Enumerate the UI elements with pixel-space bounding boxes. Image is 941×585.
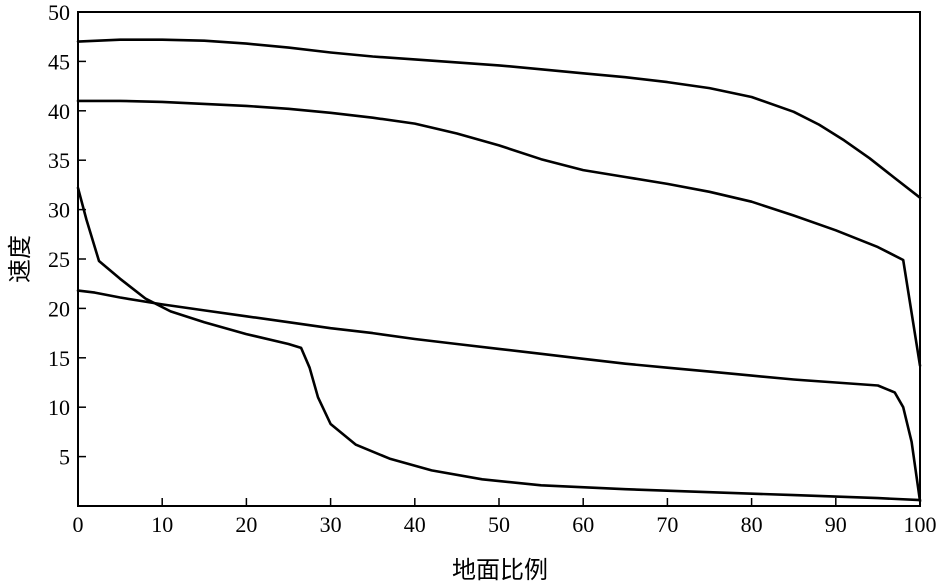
y-tick-label: 35	[48, 148, 70, 173]
x-tick-label: 100	[904, 512, 937, 537]
series-line-4	[76, 186, 922, 502]
y-tick-label: 30	[48, 198, 70, 223]
y-tick-label: 20	[48, 296, 70, 321]
data-lines	[76, 38, 922, 503]
axis-tick-labels: 0 10 20 30 40 50 60 70 80 90 100 5 10 15 20 25 30 35 40 45 5…	[48, 0, 937, 537]
y-tick-label: 15	[48, 346, 70, 371]
y-tick-label: 10	[48, 395, 70, 420]
plot-area-frame	[77, 11, 921, 507]
x-tick-label: 60	[572, 512, 594, 537]
x-tick-label: 40	[404, 512, 426, 537]
x-tick-label: 10	[151, 512, 173, 537]
y-axis-title: 速度	[6, 235, 34, 283]
y-tick-label: 5	[59, 445, 70, 470]
y-tick-label: 40	[48, 99, 70, 124]
series-line-3	[76, 289, 922, 503]
x-tick-label: 90	[825, 512, 847, 537]
series-line-2	[76, 99, 922, 367]
x-tick-label: 70	[656, 512, 678, 537]
x-axis-title: 地面比例	[452, 556, 548, 584]
y-tick-label: 50	[48, 0, 70, 25]
x-tick-label: 30	[320, 512, 342, 537]
x-tick-label: 0	[73, 512, 84, 537]
x-tick-label: 20	[235, 512, 257, 537]
y-tick-label: 25	[48, 247, 70, 272]
axis-ticks	[77, 11, 921, 506]
series-line-1	[76, 38, 922, 199]
x-tick-label: 50	[488, 512, 510, 537]
y-tick-label: 45	[48, 49, 70, 74]
x-tick-label: 80	[741, 512, 763, 537]
